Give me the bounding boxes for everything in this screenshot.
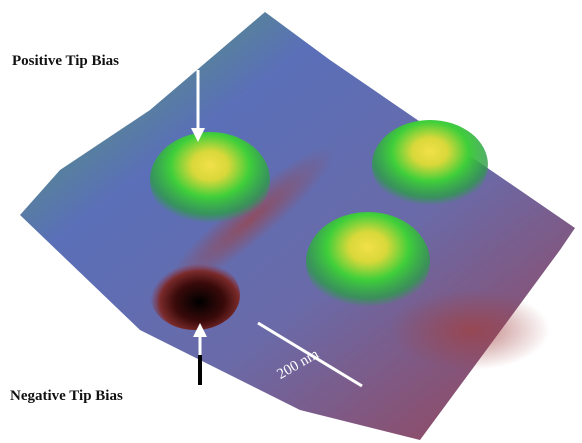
label: Negative Tip Bias <box>10 388 123 404</box>
peak <box>372 120 488 210</box>
peak <box>306 212 430 312</box>
red-region <box>390 290 550 370</box>
label: Positive Tip Bias <box>12 53 119 69</box>
surface <box>20 12 575 440</box>
afm-figure: 200 nm Positive Tip Bias Negative Tip Bi… <box>0 0 582 443</box>
hole <box>150 260 240 330</box>
page: 200 nm Positive Tip Bias Negative Tip Bi… <box>0 0 582 443</box>
peak <box>150 132 270 228</box>
